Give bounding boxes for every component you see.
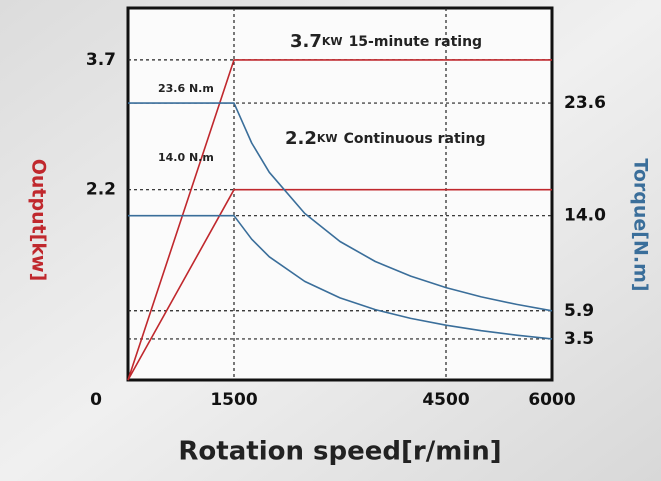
y2-tick-label: 23.6 [564, 93, 606, 113]
x-tick-label: 6000 [528, 390, 575, 410]
annotation-value: 3.7 [290, 31, 322, 52]
x-axis-label: Rotation speed[r/min] [178, 437, 501, 467]
annotation: 23.6 N.m [158, 82, 214, 95]
annotation-text: 15-minute rating [349, 34, 483, 50]
y2-axis-label: Torque[N.m] [630, 158, 652, 291]
annotation: 2.2KW Continuous rating [285, 128, 485, 149]
series-line [127, 59, 552, 381]
x-tick-label: 1500 [210, 390, 257, 410]
annotation-unit: KW [322, 35, 343, 48]
x-tick-label: 4500 [422, 390, 469, 410]
y2-tick-label: 5.9 [564, 301, 594, 321]
annotation-unit: KW [317, 132, 338, 145]
series-line [128, 214, 553, 340]
annotation: 3.7KW 15-minute rating [290, 31, 482, 52]
y-tick-label: 2.2 [86, 180, 116, 200]
annotation-text: 23.6 N.m [158, 82, 214, 95]
y2-tick-label: 3.5 [564, 329, 594, 349]
plot-area [126, 6, 554, 382]
annotation: 14.0 N.m [158, 151, 214, 164]
x-tick-label: 0 [90, 390, 102, 410]
y2-tick-label: 14.0 [564, 206, 606, 226]
annotation-text: Continuous rating [344, 131, 486, 147]
y-tick-label: 3.7 [86, 50, 116, 70]
y-axis-label: Output[kw] [28, 159, 50, 282]
annotation-value: 2.2 [285, 128, 317, 149]
series-line [128, 102, 553, 312]
annotation-text: 14.0 N.m [158, 151, 214, 164]
series-line [127, 188, 552, 381]
